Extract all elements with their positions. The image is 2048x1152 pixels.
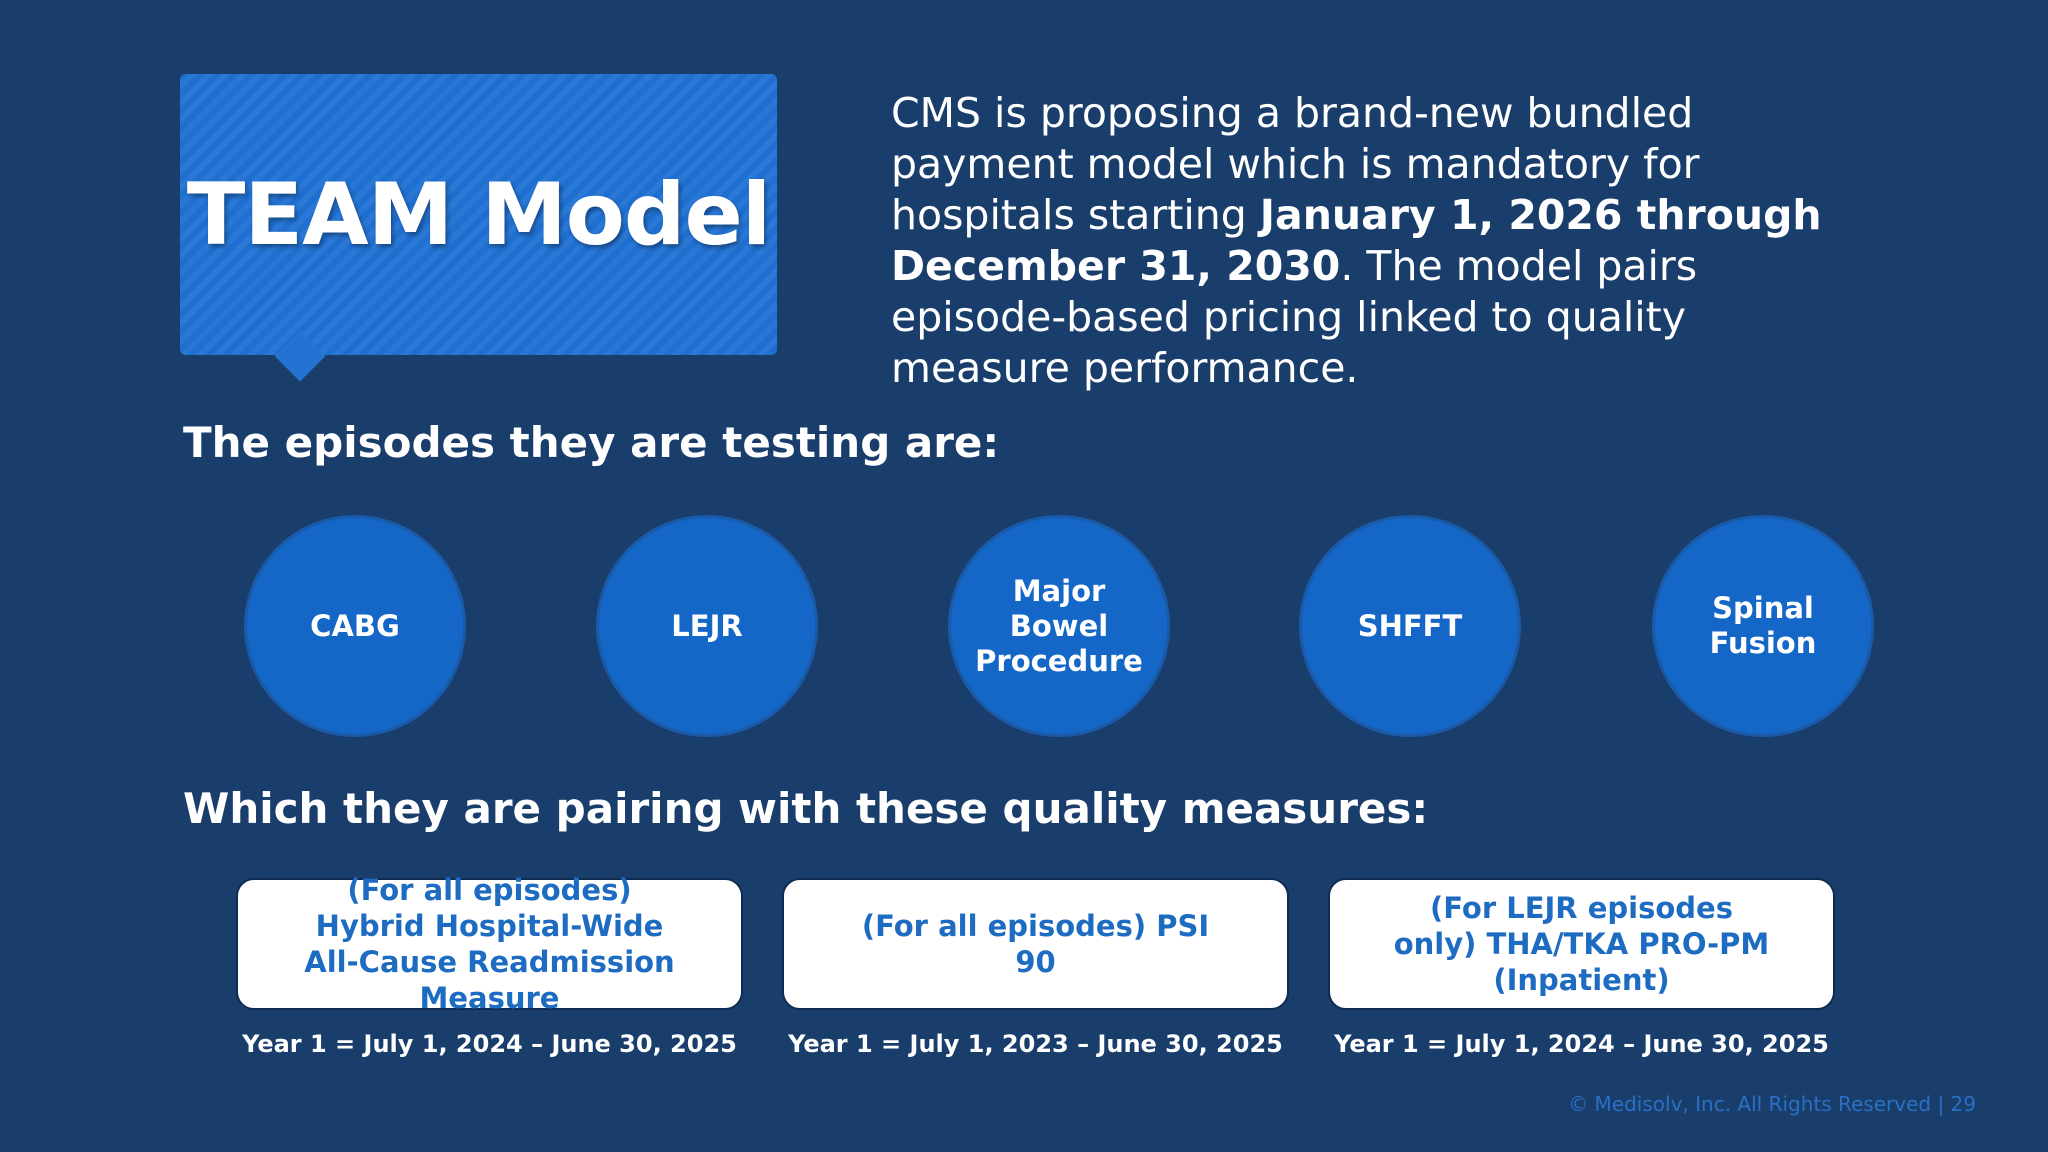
measure-box: (For LEJR episodes only) THA/TKA PRO-PM … (1328, 878, 1835, 1010)
episode-circle: SHFFT (1299, 515, 1521, 737)
measures-heading: Which they are pairing with these qualit… (183, 784, 1429, 833)
measure-period: Year 1 = July 1, 2024 – June 30, 2025 (1334, 1030, 1829, 1058)
text: . The model pairs episode-based pricing … (891, 242, 1698, 392)
title: TEAM Model (186, 164, 772, 265)
measure-box: (For all episodes) PSI 90 (782, 878, 1289, 1010)
measure-period: Year 1 = July 1, 2024 – June 30, 2025 (242, 1030, 737, 1058)
episode-circle: Spinal Fusion (1652, 515, 1874, 737)
bold-dates: January 1, 2026 through December 31, 203… (891, 191, 1822, 290)
episode-circle: LEJR (596, 515, 818, 737)
text: CMS is proposing a brand-new bundled pay… (891, 89, 1700, 239)
episode-circle: Major Bowel Procedure (948, 515, 1170, 737)
title-box: TEAM Model (180, 74, 777, 355)
episodes-heading: The episodes they are testing are: (183, 418, 1000, 467)
measure-box: (For all episodes) Hybrid Hospital-Wide … (236, 873, 743, 1015)
intro-paragraph: CMS is proposing a brand-new bundled pay… (891, 88, 1836, 394)
footer: © Medisolv, Inc. All Rights Reserved | 2… (1568, 1092, 1976, 1116)
episode-circle: CABG (244, 515, 466, 737)
measure-period: Year 1 = July 1, 2023 – June 30, 2025 (788, 1030, 1283, 1058)
